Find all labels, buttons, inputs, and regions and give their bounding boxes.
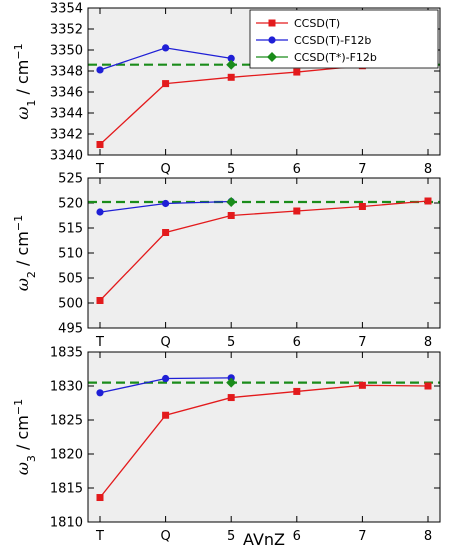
panel-3-ytick-label: 1825 — [50, 414, 83, 429]
panel-2-point — [293, 207, 301, 215]
panel-1-ytick-label: 3350 — [50, 44, 83, 59]
panel-2-ytick-label: 500 — [58, 297, 83, 312]
legend-marker — [268, 19, 276, 27]
panel-3-point — [226, 377, 237, 388]
panel-3-ytick-label: 1810 — [50, 516, 83, 531]
panel-1-xtick-label: Q — [160, 162, 170, 177]
panel-1-point — [227, 54, 235, 63]
panel-2-point — [162, 199, 170, 208]
panel-1-xtick-label: 7 — [358, 162, 366, 177]
panel-2-point — [226, 197, 237, 207]
panel-1-point — [293, 68, 301, 76]
panel-2-ytick-label: 510 — [58, 247, 83, 262]
panel-2-xtick-label: 8 — [424, 335, 432, 350]
legend-box — [249, 9, 439, 69]
panel-1-xtick-label: T — [95, 162, 104, 177]
panel-3-ytick-label: 1830 — [50, 380, 83, 395]
panel-1-xtick-label: 6 — [293, 162, 301, 177]
panel-1-point — [96, 66, 104, 74]
panel-3-plot-area — [88, 352, 440, 522]
panel-2-ytick-label: 505 — [58, 272, 83, 287]
panel-3-point — [96, 494, 104, 502]
legend-entry: CCSD(T)-F12b — [294, 34, 371, 47]
panel-3-point — [162, 374, 170, 383]
panel-3-xtick-label: 5 — [227, 529, 235, 544]
legend-entry: CCSD(T*)-F12b — [294, 51, 377, 64]
panel-2-ytick-label: 495 — [58, 322, 83, 337]
panel-1-point — [226, 59, 237, 70]
panel-1-frame — [87, 7, 441, 156]
panel-3-xtick-label: Q — [160, 529, 170, 544]
panel-3-ytick-label: 1835 — [50, 346, 83, 361]
panel-2-point — [96, 208, 104, 216]
panel-2-ytick-label: 515 — [58, 222, 83, 237]
panel-1-point — [96, 141, 104, 148]
panel-1-ytick-label: 3352 — [50, 23, 83, 38]
panel-3-series-line — [99, 384, 429, 498]
panel-3-xtick-label: 6 — [293, 529, 301, 544]
legend-marker — [267, 52, 277, 62]
panel-1-point — [162, 44, 170, 52]
panel-2-point — [358, 203, 366, 210]
panel-1-ytick-label: 3344 — [50, 107, 83, 122]
panel-3-xtick-label: 8 — [424, 529, 432, 544]
panel-2-xtick-label: 6 — [293, 335, 301, 350]
panel-2-point — [424, 197, 432, 205]
panel-2-series-line — [99, 200, 429, 301]
panel-2-ytick-label: 520 — [58, 197, 83, 212]
panel-2-point — [162, 229, 170, 236]
panel-3-xtick-label: 7 — [358, 529, 366, 544]
panel-3-point — [227, 394, 235, 402]
xlabel: AVnZ — [243, 530, 285, 549]
panel-3-point — [162, 411, 170, 419]
panel-3-point — [96, 389, 104, 397]
panel-1-ytick-label: 3354 — [50, 2, 83, 17]
panel-1-xtick-label: 5 — [227, 162, 235, 177]
panel-3-xtick-label: T — [95, 529, 104, 544]
panel-1-ytick-label: 3346 — [50, 86, 83, 101]
panel-2-plot-area — [88, 178, 440, 328]
legend-entry: CCSD(T) — [294, 17, 340, 30]
panel-3-ytick-label: 1820 — [50, 448, 83, 463]
panel-3-point — [358, 381, 366, 389]
panel-3-ylabel: ω3 / cm−1 — [12, 399, 38, 475]
panel-2-point — [96, 297, 104, 304]
panel-1-xtick-label: 8 — [424, 162, 432, 177]
legend: CCSD(T) CCSD(T)-F12b CCSD(T*)-F12b — [249, 9, 439, 69]
panel-3-point — [293, 387, 301, 395]
panel-2-xtick-label: T — [95, 335, 104, 350]
panel-2-ytick-label: 525 — [58, 172, 83, 187]
panel-1-ylabel: ω1 / cm−1 — [12, 43, 38, 119]
panel-2-frame — [87, 177, 441, 329]
legend-marker — [268, 36, 276, 44]
panel-1-point — [162, 80, 170, 88]
panel-2-xtick-label: 7 — [358, 335, 366, 350]
panel-3-point — [424, 382, 432, 390]
panel-1-ytick-label: 3348 — [50, 65, 83, 80]
panel-1-ytick-label: 3342 — [50, 128, 83, 143]
panel-2-ylabel: ω2 / cm−1 — [12, 215, 38, 291]
panel-3-frame — [87, 351, 441, 523]
panel-1-point — [227, 73, 235, 81]
panel-3-ytick-label: 1815 — [50, 482, 83, 497]
panel-2-xtick-label: 5 — [227, 335, 235, 350]
panel-1-ytick-label: 3340 — [50, 149, 83, 164]
panel-2-xtick-label: Q — [160, 335, 170, 350]
panel-2-point — [227, 212, 235, 219]
